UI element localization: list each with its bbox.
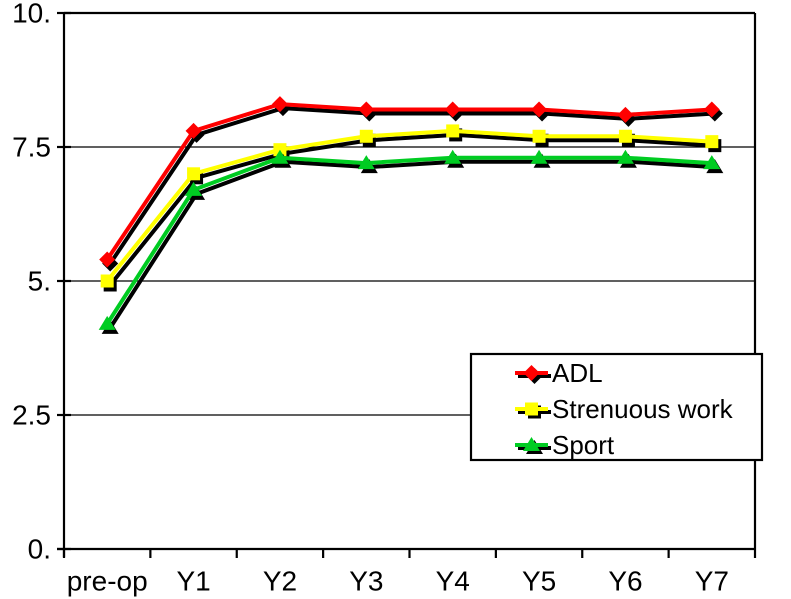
- legend-item-strenuous-work: Strenuous work: [515, 394, 734, 424]
- square-marker: [446, 124, 460, 138]
- x-tick-label: Y5: [522, 566, 556, 597]
- diamond-marker: [185, 122, 202, 139]
- x-tick-label: Y1: [176, 566, 210, 597]
- diamond-marker: [99, 251, 116, 268]
- triangle-marker: [98, 315, 116, 330]
- legend-item-adl: ADL: [515, 358, 603, 388]
- square-marker: [618, 129, 632, 143]
- y-tick-label: 0.: [28, 534, 51, 565]
- y-tick-label: 7.5: [12, 132, 51, 163]
- triangle-marker: [530, 149, 548, 164]
- square-marker: [273, 143, 287, 157]
- y-tick-label: 10.: [12, 0, 51, 29]
- y-tick-label: 2.5: [12, 400, 51, 431]
- diamond-marker: [617, 106, 634, 123]
- triangle-marker: [357, 155, 375, 170]
- square-marker: [187, 167, 201, 181]
- triangle-marker: [271, 149, 289, 164]
- x-tick-label: Y7: [695, 566, 729, 597]
- square-marker: [705, 135, 719, 149]
- diamond-marker: [531, 101, 548, 118]
- x-tick-label: Y3: [349, 566, 383, 597]
- triangle-marker: [185, 181, 203, 196]
- series-strenuous-work: [100, 124, 722, 292]
- x-tick-label: Y6: [608, 566, 642, 597]
- legend-label: Sport: [552, 430, 615, 460]
- square-marker: [532, 129, 546, 143]
- square-marker: [525, 402, 538, 416]
- legend-label: ADL: [552, 358, 603, 388]
- triangle-marker: [444, 149, 462, 164]
- diamond-marker: [703, 101, 720, 118]
- y-tick-label: 5.: [28, 266, 51, 297]
- diamond-marker: [271, 96, 288, 113]
- legend: ADL Strenuous work Sport: [469, 352, 764, 462]
- shadow-line: [108, 106, 717, 266]
- legend-item-sport: Sport: [515, 430, 615, 460]
- series-line: [105, 102, 714, 262]
- series-adl: [99, 96, 723, 272]
- square-marker: [359, 129, 373, 143]
- legend-label: Strenuous work: [552, 394, 734, 424]
- triangle-marker: [523, 437, 540, 451]
- x-tick-label: pre-op: [67, 566, 148, 597]
- series-line: [105, 155, 714, 326]
- diamond-marker: [444, 101, 461, 118]
- diamond-marker: [358, 101, 375, 118]
- shadow-line: [108, 159, 717, 330]
- diamond-marker: [523, 365, 540, 381]
- x-tick-label: Y2: [263, 566, 297, 597]
- square-marker: [100, 274, 114, 288]
- shadow-line: [108, 132, 717, 287]
- series-line: [105, 128, 714, 283]
- series-sport: [98, 149, 724, 334]
- triangle-marker: [703, 155, 721, 170]
- x-tick-label: Y4: [436, 566, 470, 597]
- triangle-marker: [616, 149, 634, 164]
